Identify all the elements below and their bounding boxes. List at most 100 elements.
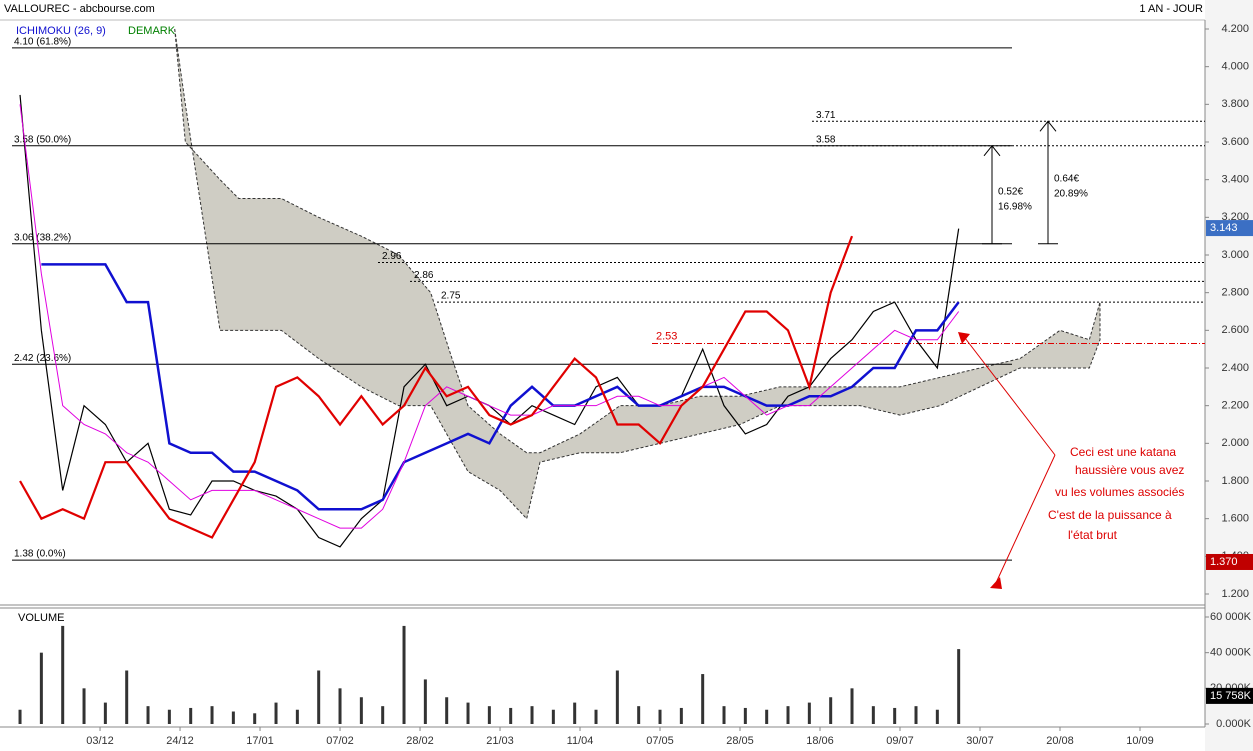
x-tick-label: 30/07 — [966, 735, 994, 747]
volume-bar — [167, 709, 171, 724]
y-tick-label: 60 000K — [1210, 611, 1252, 623]
ichimoku-cloud — [174, 28, 1101, 520]
y-tick-label: 40 000K — [1210, 647, 1252, 659]
y-tick-label: 1.200 — [1221, 588, 1249, 600]
volume-bar — [210, 706, 214, 724]
x-tick-label: 24/12 — [166, 735, 194, 747]
move-pct: 16.98% — [998, 202, 1032, 213]
volume-bar — [871, 706, 875, 724]
x-tick-label: 09/07 — [886, 735, 914, 747]
annotation-arrow-head — [990, 577, 1002, 589]
x-tick-label: 03/12 — [86, 735, 114, 747]
volume-bar — [18, 709, 22, 724]
y-tick-label: 4.200 — [1221, 23, 1249, 35]
axis-background — [1205, 0, 1253, 751]
volume-bar — [317, 670, 321, 724]
volume-bar — [466, 702, 470, 724]
volume-bar — [935, 709, 939, 724]
y-tick-label: 3.600 — [1221, 136, 1249, 148]
volume-bar — [274, 702, 278, 724]
y-tick-label: 0.000K — [1216, 718, 1252, 730]
volume-bar — [807, 702, 811, 724]
level-label: 3.71 — [816, 110, 836, 121]
level-label: 2.86 — [414, 270, 434, 281]
arrow-head — [983, 144, 1001, 157]
x-tick-label: 07/05 — [646, 735, 674, 747]
x-tick-label: 11/04 — [567, 735, 594, 747]
x-tick-label: 10/09 — [1126, 735, 1154, 747]
arrow-head — [1039, 120, 1057, 132]
price-badge — [1206, 687, 1253, 704]
volume-bar — [594, 709, 598, 724]
annotation-arrow — [964, 337, 1056, 456]
volume-bar — [231, 711, 235, 724]
price-badge — [1206, 220, 1253, 237]
volume-bar — [509, 707, 513, 724]
level-label: 2.53 — [656, 330, 677, 342]
x-tick-label: 18/06 — [806, 735, 834, 747]
period: 1 AN - JOUR — [1139, 3, 1203, 15]
y-tick-label: 2.400 — [1221, 362, 1249, 374]
volume-bar — [402, 625, 406, 724]
volume-bar — [957, 649, 961, 724]
x-tick-label: 28/02 — [406, 735, 434, 747]
annotation: Ceci est une katana — [1070, 445, 1176, 459]
volume-bar — [253, 713, 257, 724]
volume-bar — [786, 706, 790, 724]
indicator: ICHIMOKU (26, 9) — [16, 25, 106, 37]
indicator: DEMARK — [128, 25, 176, 37]
volume-bar — [850, 688, 854, 724]
price-badge-label: 1.370 — [1210, 556, 1238, 568]
x-tick-label: 17/01 — [246, 735, 274, 747]
volume-bar — [39, 652, 43, 724]
volume-bar — [338, 688, 342, 724]
volume-bar — [829, 697, 833, 724]
annotation: C'est de la puissance à — [1048, 508, 1172, 522]
move-amount: 0.64€ — [1054, 174, 1079, 185]
price-badge-label: 15 758K — [1210, 690, 1252, 702]
chikou-line — [19, 235, 854, 539]
annotation: haussière vous avez — [1075, 463, 1184, 477]
y-tick-label: 3.800 — [1221, 98, 1249, 110]
y-tick-label: 1.800 — [1221, 475, 1249, 487]
volume-bar — [679, 707, 683, 724]
volume-bar — [61, 625, 65, 724]
volume-bar — [743, 707, 747, 724]
x-tick-label: 07/02 — [326, 735, 354, 747]
kijun-line — [41, 263, 960, 511]
volume-bar — [893, 707, 897, 724]
y-tick-label: 2.200 — [1221, 400, 1249, 412]
fib-label: 3.58 (50.0%) — [14, 134, 71, 145]
volume-bar — [530, 706, 534, 724]
move-amount: 0.52€ — [998, 187, 1023, 198]
x-tick-label: 20/08 — [1046, 735, 1074, 747]
volume-bar — [423, 679, 427, 724]
volume-bar — [359, 697, 363, 724]
annotation-arrow — [994, 454, 1056, 586]
x-tick-label: 28/05 — [726, 735, 754, 747]
level-label: 3.58 — [816, 134, 836, 145]
annotation: l'état brut — [1068, 528, 1118, 542]
volume-bar — [615, 670, 619, 724]
title: VALLOUREC - abcbourse.com — [4, 3, 155, 15]
y-tick-label: 2.000 — [1221, 437, 1249, 449]
fib-label: 3.06 (38.2%) — [14, 232, 71, 243]
volume-bar — [189, 707, 193, 724]
level-label: 2.75 — [441, 291, 461, 302]
volume-bar — [914, 706, 918, 724]
fib-label: 4.10 (61.8%) — [14, 36, 71, 47]
volume-bar — [82, 688, 86, 724]
volume-bar — [381, 706, 385, 724]
volume-bar — [701, 674, 705, 724]
level-label: 2.96 — [382, 251, 402, 262]
volume-bar — [573, 702, 577, 724]
volume-bar — [765, 709, 769, 724]
y-tick-label: 1.600 — [1221, 513, 1249, 525]
volume-bar — [658, 709, 662, 724]
volume-bar — [295, 709, 299, 724]
price-badge-label: 3.143 — [1210, 222, 1238, 234]
price-badge — [1206, 553, 1253, 570]
volume-bar — [146, 706, 150, 724]
annotation-arrow-head — [958, 332, 970, 344]
